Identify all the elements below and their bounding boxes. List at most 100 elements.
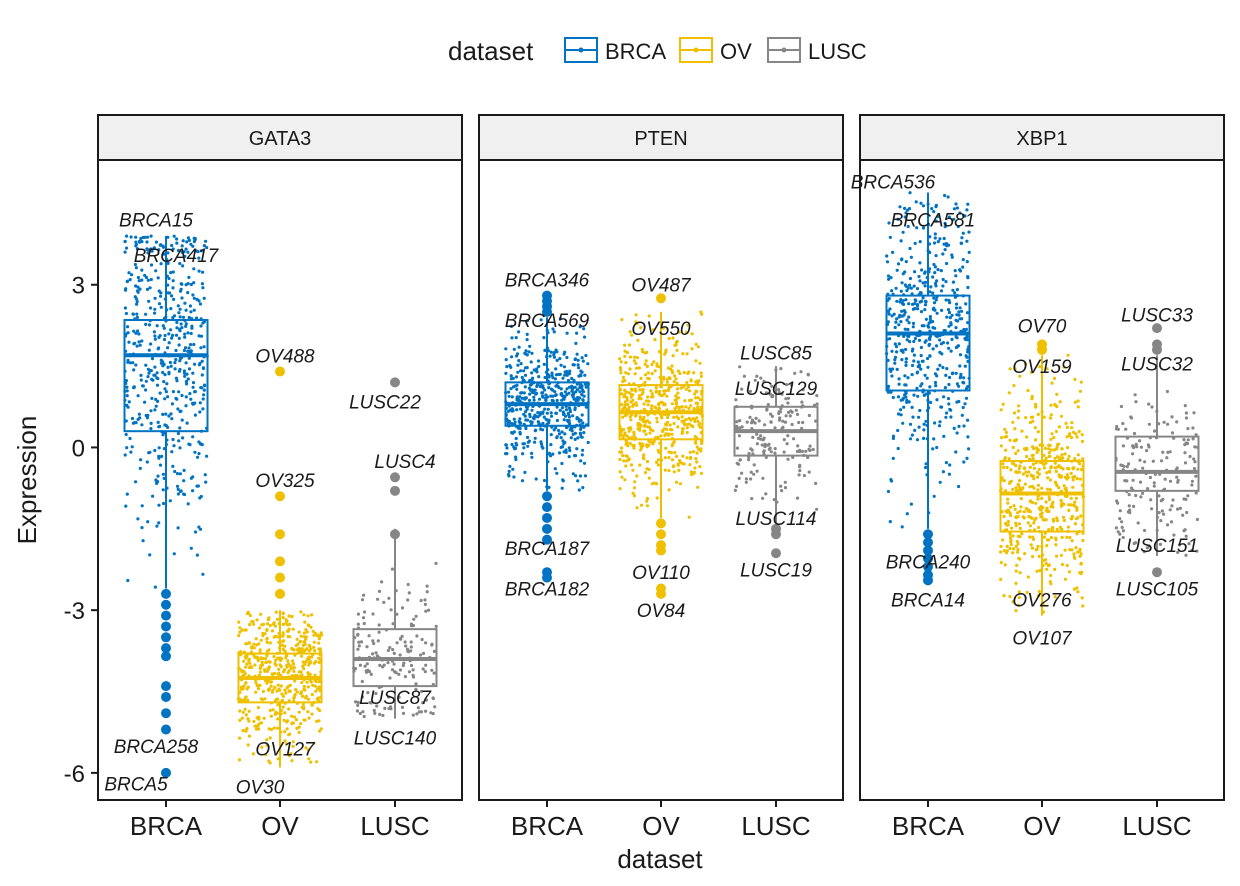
jitter-point — [529, 360, 533, 364]
jitter-point — [576, 363, 580, 367]
jitter-point — [965, 239, 969, 243]
jitter-point — [157, 456, 161, 460]
jitter-point — [1018, 535, 1022, 539]
jitter-point — [543, 348, 547, 352]
jitter-point — [390, 668, 395, 672]
jitter-point — [1017, 590, 1021, 594]
jitter-point — [255, 716, 259, 720]
jitter-point — [372, 641, 376, 646]
jitter-point — [1008, 480, 1012, 484]
y-tick-label: 3 — [72, 273, 85, 300]
jitter-point — [941, 470, 946, 474]
jitter-point — [356, 633, 360, 637]
jitter-point — [1170, 415, 1174, 419]
jitter-point — [255, 683, 259, 688]
jitter-point — [168, 291, 172, 295]
jitter-point — [649, 440, 653, 444]
jitter-point — [170, 417, 174, 421]
jitter-point — [1002, 479, 1006, 483]
jitter-point — [958, 306, 962, 310]
jitter-point — [246, 698, 250, 703]
jitter-point — [1018, 374, 1022, 378]
jitter-point — [197, 334, 201, 338]
jitter-point — [304, 637, 308, 641]
jitter-point — [1008, 505, 1013, 509]
jitter-point — [908, 340, 912, 344]
jitter-point — [686, 323, 690, 327]
jitter-point — [539, 318, 543, 322]
jitter-point — [636, 338, 640, 342]
jitter-point — [295, 690, 299, 694]
jitter-point — [913, 336, 918, 341]
jitter-point — [268, 623, 272, 628]
jitter-point — [1014, 544, 1018, 549]
jitter-point — [243, 707, 247, 711]
jitter-point — [123, 239, 127, 244]
outlier-label: BRCA5 — [104, 775, 168, 796]
jitter-point — [175, 397, 179, 401]
jitter-point — [1033, 426, 1037, 430]
jitter-point — [966, 435, 970, 439]
jitter-point — [381, 713, 385, 718]
jitter-point — [675, 381, 679, 385]
jitter-point — [198, 410, 202, 414]
jitter-point — [409, 640, 413, 644]
jitter-point — [317, 656, 321, 660]
jitter-point — [174, 333, 179, 337]
jitter-point — [415, 634, 419, 638]
jitter-point — [906, 376, 910, 380]
jitter-point — [932, 262, 936, 267]
jitter-point — [1191, 437, 1195, 441]
jitter-point — [903, 270, 907, 274]
jitter-point — [632, 443, 636, 448]
jitter-point — [134, 480, 138, 484]
outlier-label: BRCA258 — [114, 737, 199, 758]
jitter-point — [552, 330, 556, 334]
jitter-point — [753, 421, 757, 425]
jitter-point — [166, 251, 170, 255]
jitter-point — [950, 313, 954, 317]
jitter-point — [565, 373, 569, 377]
jitter-point — [551, 376, 555, 380]
jitter-point — [954, 302, 959, 306]
jitter-point — [521, 452, 525, 456]
jitter-point — [582, 431, 586, 435]
jitter-point — [149, 234, 153, 238]
jitter-point — [127, 340, 131, 344]
outlier-label: LUSC114 — [736, 509, 817, 530]
jitter-point — [551, 327, 555, 331]
jitter-point — [641, 350, 645, 354]
jitter-point — [163, 333, 167, 338]
jitter-point — [183, 332, 187, 336]
jitter-point — [1157, 510, 1161, 515]
jitter-point — [678, 371, 682, 376]
jitter-point — [536, 411, 540, 415]
outlier-label: LUSC4 — [374, 452, 435, 473]
jitter-point — [643, 373, 648, 377]
jitter-point — [1007, 457, 1011, 461]
jitter-point — [913, 241, 917, 245]
jitter-point — [1132, 541, 1136, 546]
jitter-point — [579, 418, 583, 422]
jitter-point — [549, 443, 553, 447]
jitter-point — [205, 246, 209, 250]
jitter-point — [783, 420, 788, 424]
jitter-point — [265, 622, 270, 626]
jitter-point — [680, 430, 685, 434]
jitter-point — [356, 622, 360, 626]
jitter-point — [900, 358, 904, 362]
jitter-point — [134, 363, 138, 367]
jitter-point — [191, 381, 196, 385]
outlier-label: OV127 — [255, 739, 316, 760]
jitter-point — [514, 457, 518, 462]
jitter-point — [175, 484, 180, 488]
jitter-point — [515, 352, 520, 356]
jitter-point — [554, 348, 558, 352]
jitter-point — [1057, 425, 1061, 429]
jitter-point — [798, 448, 802, 452]
jitter-point — [896, 217, 900, 221]
jitter-point — [135, 315, 139, 319]
jitter-point — [516, 370, 520, 374]
jitter-point — [583, 474, 588, 478]
jitter-point — [1080, 596, 1084, 600]
